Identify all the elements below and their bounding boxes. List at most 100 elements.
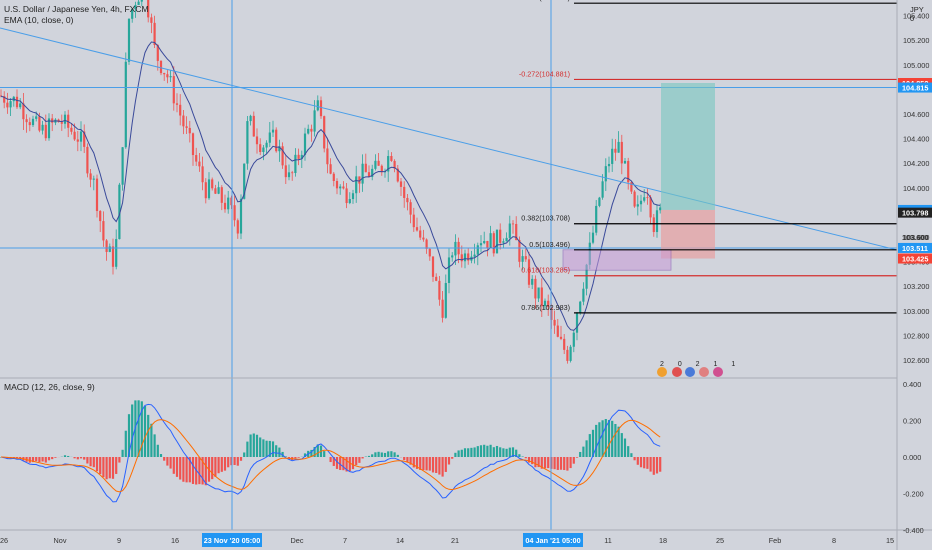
macd-bar	[92, 457, 95, 468]
macd-bar	[86, 457, 89, 464]
candle-body	[505, 237, 508, 242]
macd-bar	[67, 455, 70, 457]
time-badge	[523, 533, 583, 547]
macd-bar	[38, 457, 41, 463]
macd-tick-label: 0.200	[903, 417, 921, 426]
macd-bar	[620, 433, 623, 457]
candle-body	[307, 128, 310, 134]
candle-body	[508, 223, 511, 238]
time-tick-label: 16	[171, 536, 179, 545]
macd-bar	[252, 433, 255, 457]
macd-bar	[534, 457, 537, 468]
candle-body	[406, 197, 409, 203]
candle-body	[255, 136, 259, 145]
candle-body	[47, 118, 51, 139]
candle-body	[495, 229, 499, 254]
price-tick-label: 104.200	[903, 159, 929, 168]
time-tick-label: 15	[886, 536, 894, 545]
macd-bar	[140, 401, 143, 457]
candle-body	[361, 163, 364, 184]
macd-bar	[335, 457, 339, 469]
candle-body	[118, 184, 121, 240]
candle-body	[604, 166, 607, 182]
candle-body	[345, 188, 348, 204]
time-badge-label: 04 Jan '21 05:00	[525, 536, 580, 545]
macd-bar	[287, 457, 291, 459]
time-tick-label: 14	[396, 536, 404, 545]
candle-body	[444, 282, 447, 318]
candle-body	[31, 118, 35, 126]
signal-line	[0, 419, 661, 493]
drawings-layer[interactable]: -0.618(105.501) -0.272(104.881) 0.382(103.…	[0, 0, 898, 530]
candle-body	[239, 198, 243, 234]
macd-bar	[95, 457, 99, 472]
macd-bar	[457, 450, 460, 457]
macd-bar	[297, 457, 300, 458]
candle-body	[419, 230, 422, 238]
time-tick-label: 7	[343, 536, 347, 545]
candle-body	[655, 210, 659, 233]
candle-body	[198, 161, 201, 167]
candle-body	[620, 141, 623, 164]
candle-body	[428, 248, 431, 257]
price-label-badge	[898, 242, 932, 253]
candle-body	[332, 173, 335, 181]
macd-tick-label: 0.400	[903, 380, 921, 389]
macd-bar	[441, 457, 444, 477]
events-legend[interactable]: 2 0 2 1 1	[657, 361, 741, 377]
macd-bar	[659, 457, 662, 472]
macd-bar	[310, 449, 313, 457]
candle-body	[476, 245, 479, 255]
candle-body	[611, 148, 614, 164]
candle-body	[297, 154, 300, 159]
macd-bar	[198, 457, 201, 485]
macd-bar	[323, 451, 326, 457]
candle-body	[166, 74, 169, 78]
macd-bar	[172, 457, 175, 474]
macd-bar	[521, 456, 524, 457]
candle-body	[627, 160, 630, 183]
candle-body	[175, 103, 179, 105]
price-tick-label: 105.400	[903, 12, 929, 21]
macd-bar	[572, 457, 575, 464]
candle-body	[41, 124, 44, 131]
macd-bar	[617, 426, 620, 457]
candle-body	[246, 121, 249, 164]
target-zone	[661, 83, 715, 210]
macd-bar	[652, 457, 655, 475]
macd-bar	[303, 453, 307, 457]
macd-bar	[409, 457, 412, 465]
candle-body	[377, 160, 380, 166]
macd-label: MACD (12, 26, close, 9)	[4, 382, 95, 392]
candle-body	[111, 246, 115, 267]
macd-bar	[73, 457, 76, 459]
macd-bar	[243, 452, 246, 457]
candle-body	[329, 164, 332, 174]
candle-body	[137, 1, 140, 5]
price-pane[interactable]	[0, 0, 662, 364]
candle-body	[399, 181, 403, 187]
price-label: 104.815	[902, 84, 928, 93]
macd-bar	[239, 457, 243, 461]
candle-body	[489, 233, 492, 249]
macd-bar	[227, 457, 230, 468]
price-tick-label: 104.600	[903, 110, 929, 119]
macd-bar	[355, 457, 358, 466]
macd-pane[interactable]	[0, 400, 662, 503]
candle-body	[511, 223, 515, 225]
macd-bar	[463, 448, 467, 457]
macd-bar	[540, 457, 543, 469]
candles[interactable]	[0, 0, 662, 364]
candle-body	[582, 288, 585, 302]
flag-icon	[672, 367, 682, 377]
macd-bar	[265, 440, 268, 457]
macd-tick-label: -0.200	[903, 489, 924, 498]
macd-bar	[137, 400, 140, 457]
candle-body	[441, 299, 444, 318]
candle-body	[249, 115, 252, 122]
macd-bar	[473, 447, 476, 457]
macd-bar	[19, 457, 22, 459]
candle-body	[585, 264, 588, 289]
